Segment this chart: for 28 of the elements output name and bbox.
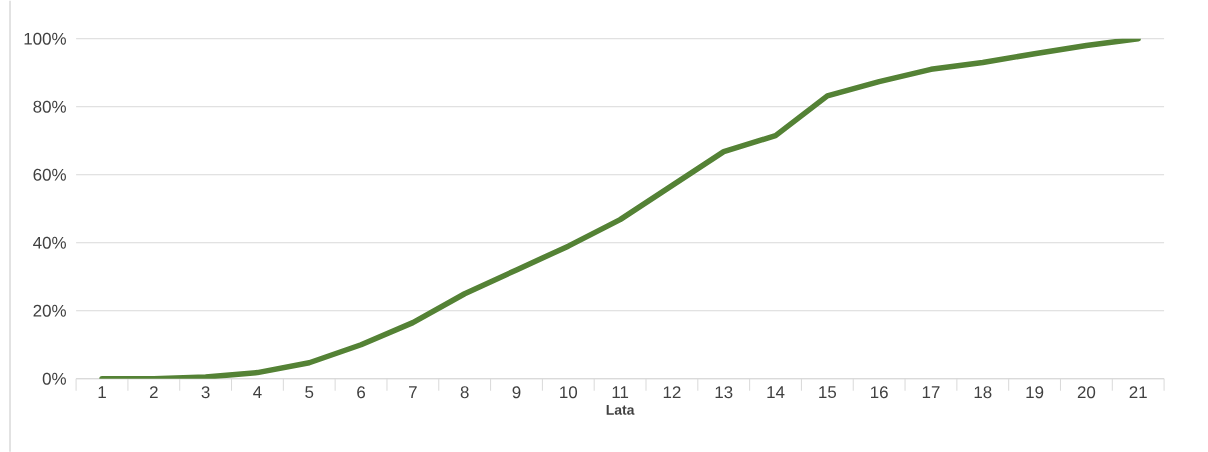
x-tick-label: 15 xyxy=(819,386,837,398)
x-tick-label: 18 xyxy=(974,386,992,399)
y-tick-label: 0% xyxy=(42,372,66,385)
x-tick-label: 7 xyxy=(409,386,417,398)
x-tick-label: 16 xyxy=(871,386,888,399)
x-tick-label: 14 xyxy=(767,386,785,398)
x-tick-label: 20 xyxy=(1077,386,1096,399)
x-tick-label: 10 xyxy=(560,386,578,399)
x-tick-label: 4 xyxy=(253,386,262,398)
x-tick-label: 8 xyxy=(460,386,469,399)
y-tick-label: 60% xyxy=(33,168,66,181)
y-tick-label: 20% xyxy=(33,304,66,317)
x-tick-label: 9 xyxy=(512,386,521,399)
y-tick-label: 80% xyxy=(33,100,66,113)
x-tick-label: 1 xyxy=(98,386,106,398)
x-tick-label: 11 xyxy=(612,386,629,398)
x-tick-label: 13 xyxy=(715,386,733,399)
x-tick-label: 2 xyxy=(149,386,158,398)
x-tick-label: 17 xyxy=(922,386,940,398)
x-tick-label: 3 xyxy=(201,386,210,399)
x-axis-title: Lata xyxy=(606,404,635,415)
x-tick-label: 12 xyxy=(663,386,681,398)
y-tick-label: 100% xyxy=(24,32,66,45)
x-tick-label: 6 xyxy=(357,386,366,399)
x-tick-label: 19 xyxy=(1026,386,1044,399)
x-tick-label: 21 xyxy=(1129,386,1147,398)
y-tick-label: 40% xyxy=(33,236,66,249)
x-tick-label: 5 xyxy=(305,386,314,398)
